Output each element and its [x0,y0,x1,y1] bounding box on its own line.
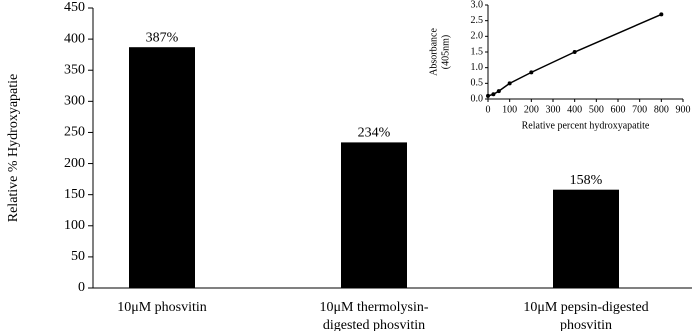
data-point [659,12,664,17]
data-point [572,50,577,54]
bar [553,189,619,288]
value-label: 387% [146,30,179,45]
value-label: 158% [570,173,603,188]
y-tick-label: 300 [64,94,85,109]
value-label: 234% [358,126,391,141]
y-axis-label: Relative % Hydroxyapatie [6,74,21,223]
y-tick-label: 1.0 [471,62,484,73]
x-tick-label: 10μM pepsin-digested [523,300,648,315]
y-tick-label: 2.0 [471,31,484,42]
x-tick-label: 400 [567,104,582,115]
x-axis-label: Relative percent hydroxyapatite [522,120,650,131]
x-tick-label: 300 [546,104,561,115]
y-tick-label: 150 [64,187,85,202]
x-tick-label: 600 [611,104,626,115]
data-point [486,93,490,98]
y-tick-label: 3.0 [471,0,484,10]
x-tick-label: 800 [654,104,669,115]
data-point [491,92,496,97]
x-tick-label: phosvitin [560,318,612,331]
x-tick-label: 900 [676,104,691,115]
y-tick-label: 350 [64,62,85,77]
x-tick-label: 700 [632,104,647,115]
data-point [529,70,534,75]
x-tick-label: 10μM phosvitin [117,300,207,315]
x-tick-label: 0 [486,104,491,115]
y-tick-label: 0.0 [471,93,484,104]
y-tick-label: 50 [71,249,85,264]
data-point [507,81,512,86]
x-tick-label: 200 [524,104,539,115]
data-point [496,89,501,94]
inset-chart: 0.0 0.5 1.0 1.5 2.0 2.5 3.0 0 100 200 300 400 500 600… [428,0,690,131]
y-tick-label: 1.5 [471,46,484,57]
bar [129,47,195,289]
y-tick-label: 100 [64,218,85,233]
x-tick-label: 100 [502,104,517,115]
y-tick-label: 250 [64,125,85,140]
y-tick-label: 450 [64,0,85,15]
x-tick-label: digested phosvitin [323,318,425,331]
y-tick-label: 0 [78,280,85,295]
y-axis-label: Absorbance [428,28,439,76]
bar [341,142,407,288]
data-line [487,13,662,97]
y-tick-label: 200 [64,156,85,171]
x-tick-label: 500 [589,104,604,115]
x-tick-label: 10μM thermolysin- [320,300,429,315]
y-tick-label: 400 [64,31,85,46]
y-tick-label: 2.5 [471,15,484,26]
y-tick-label: 0.5 [471,78,484,89]
main-chart: 0 50 100 150 200 250 300 350 400 450 Relative % Hy… [6,0,692,331]
y-axis-label: (405nm) [440,35,451,69]
